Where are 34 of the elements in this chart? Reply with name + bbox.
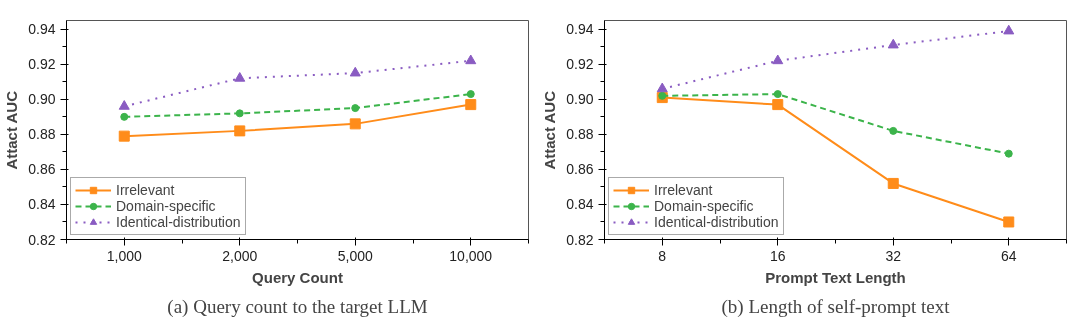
text: (a) Query count to the target LLM [167, 295, 428, 318]
y-tick-label: 0.94 [28, 21, 56, 38]
y-tick-label: 0.82 [28, 231, 56, 248]
x-tick-label: 8 [658, 247, 667, 264]
x-tick-label: 32 [885, 247, 902, 264]
y-tick-label: 0.92 [28, 56, 56, 73]
y-tick-label: 0.84 [566, 196, 594, 213]
legend-label: Irrelevant [654, 182, 713, 198]
x-axis-title: Query Count [252, 268, 343, 286]
x-tick-label: 64 [1000, 247, 1017, 264]
y-tick-label: 0.94 [566, 21, 594, 38]
legend-label: Domain-specific [116, 198, 216, 214]
legend-label: Domain-specific [654, 198, 754, 214]
legend-label: Identical-distribution [116, 214, 241, 230]
y-tick-label: 0.82 [566, 231, 594, 248]
x-tick-label: 2,000 [222, 247, 258, 264]
y-axis-title: Attact AUC [3, 90, 21, 170]
y-tick-label: 0.88 [566, 126, 594, 143]
y-tick-label: 0.84 [28, 196, 56, 213]
text: (b) Length of self-prompt text [721, 295, 951, 318]
x-tick-label: 1,000 [106, 247, 142, 264]
y-tick-label: 0.88 [28, 126, 56, 143]
y-axis-title: Attact AUC [541, 90, 559, 170]
x-tick-label: 10,000 [449, 247, 493, 264]
legend-label: Identical-distribution [654, 214, 779, 230]
x-tick-label: 16 [769, 247, 786, 264]
legend-label: Irrelevant [116, 182, 175, 198]
y-tick-label: 0.90 [566, 91, 594, 108]
y-tick-label: 0.92 [566, 56, 594, 73]
x-tick-label: 5,000 [337, 247, 373, 264]
y-tick-label: 0.90 [28, 91, 56, 108]
y-tick-label: 0.86 [28, 161, 56, 178]
x-axis-title: Prompt Text Length [765, 268, 906, 286]
y-tick-label: 0.86 [566, 161, 594, 178]
